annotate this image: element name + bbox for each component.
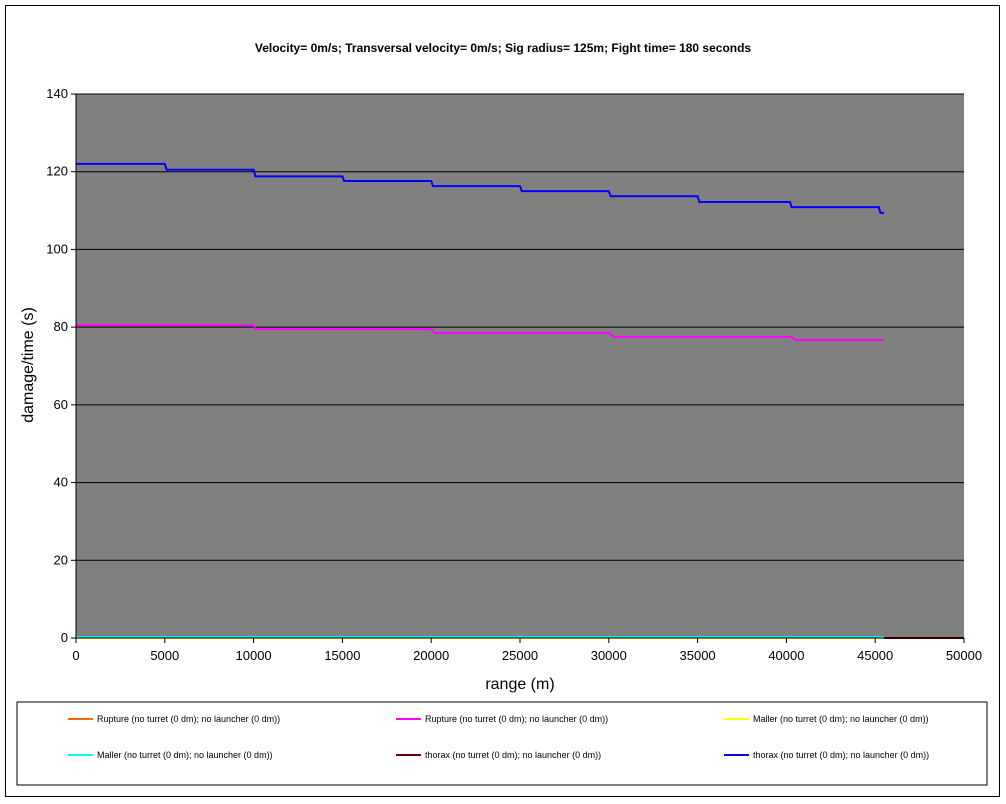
x-tick-labels: 0 5000 10000 15000 20000 25000 30000 35000 40000… <box>72 648 982 663</box>
y-tick-label-5: 100 <box>46 241 68 256</box>
y-tick-label-1: 20 <box>54 552 68 567</box>
chart-title: Velocity= 0m/s; Transversal velocity= 0m… <box>255 41 752 55</box>
legend-label-4: thorax (no turret (0 dm); no launcher (0… <box>425 750 601 760</box>
x-axis-label: range (m) <box>485 676 554 693</box>
legend-label-1: Rupture (no turret (0 dm); no launcher (… <box>425 714 608 724</box>
legend-label-3: Maller (no turret (0 dm); no launcher (0… <box>97 750 273 760</box>
y-axis-label: damage/time (s) <box>20 307 37 423</box>
gridlines <box>76 93 964 561</box>
x-tick-label-2: 10000 <box>236 648 272 663</box>
x-tick-label-3: 15000 <box>324 648 360 663</box>
legend-label-2: Maller (no turret (0 dm); no launcher (0… <box>753 714 929 724</box>
legend-label-0: Rupture (no turret (0 dm); no launcher (… <box>97 714 280 724</box>
x-tick-label-6: 30000 <box>591 648 627 663</box>
x-tick-label-7: 35000 <box>680 648 716 663</box>
y-tick-label-3: 60 <box>54 397 68 412</box>
x-tick-label-10: 50000 <box>946 648 982 663</box>
legend-label-5: thorax (no turret (0 dm); no launcher (0… <box>753 750 929 760</box>
y-tick-label-6: 120 <box>46 164 68 179</box>
axes <box>71 93 965 643</box>
y-tick-label-4: 80 <box>54 319 68 334</box>
x-tick-label-4: 20000 <box>413 648 449 663</box>
x-tick-label-5: 25000 <box>502 648 538 663</box>
series-line-5 <box>76 162 885 214</box>
y-tick-label-7: 140 <box>46 86 68 101</box>
x-tick-label-8: 40000 <box>768 648 804 663</box>
x-tick-label-1: 5000 <box>150 648 179 663</box>
legend-items: Rupture (no turret (0 dm); no launcher (… <box>68 714 929 760</box>
plot-area <box>76 94 964 638</box>
y-tick-labels: 0 20 40 60 80 100 120 140 <box>46 86 68 645</box>
x-tick-label-0: 0 <box>72 648 79 663</box>
y-tick-label-0: 0 <box>61 630 68 645</box>
x-tick-label-9: 45000 <box>857 648 893 663</box>
series-line-1 <box>76 324 885 341</box>
y-tick-label-2: 40 <box>54 475 68 490</box>
legend <box>16 701 988 786</box>
